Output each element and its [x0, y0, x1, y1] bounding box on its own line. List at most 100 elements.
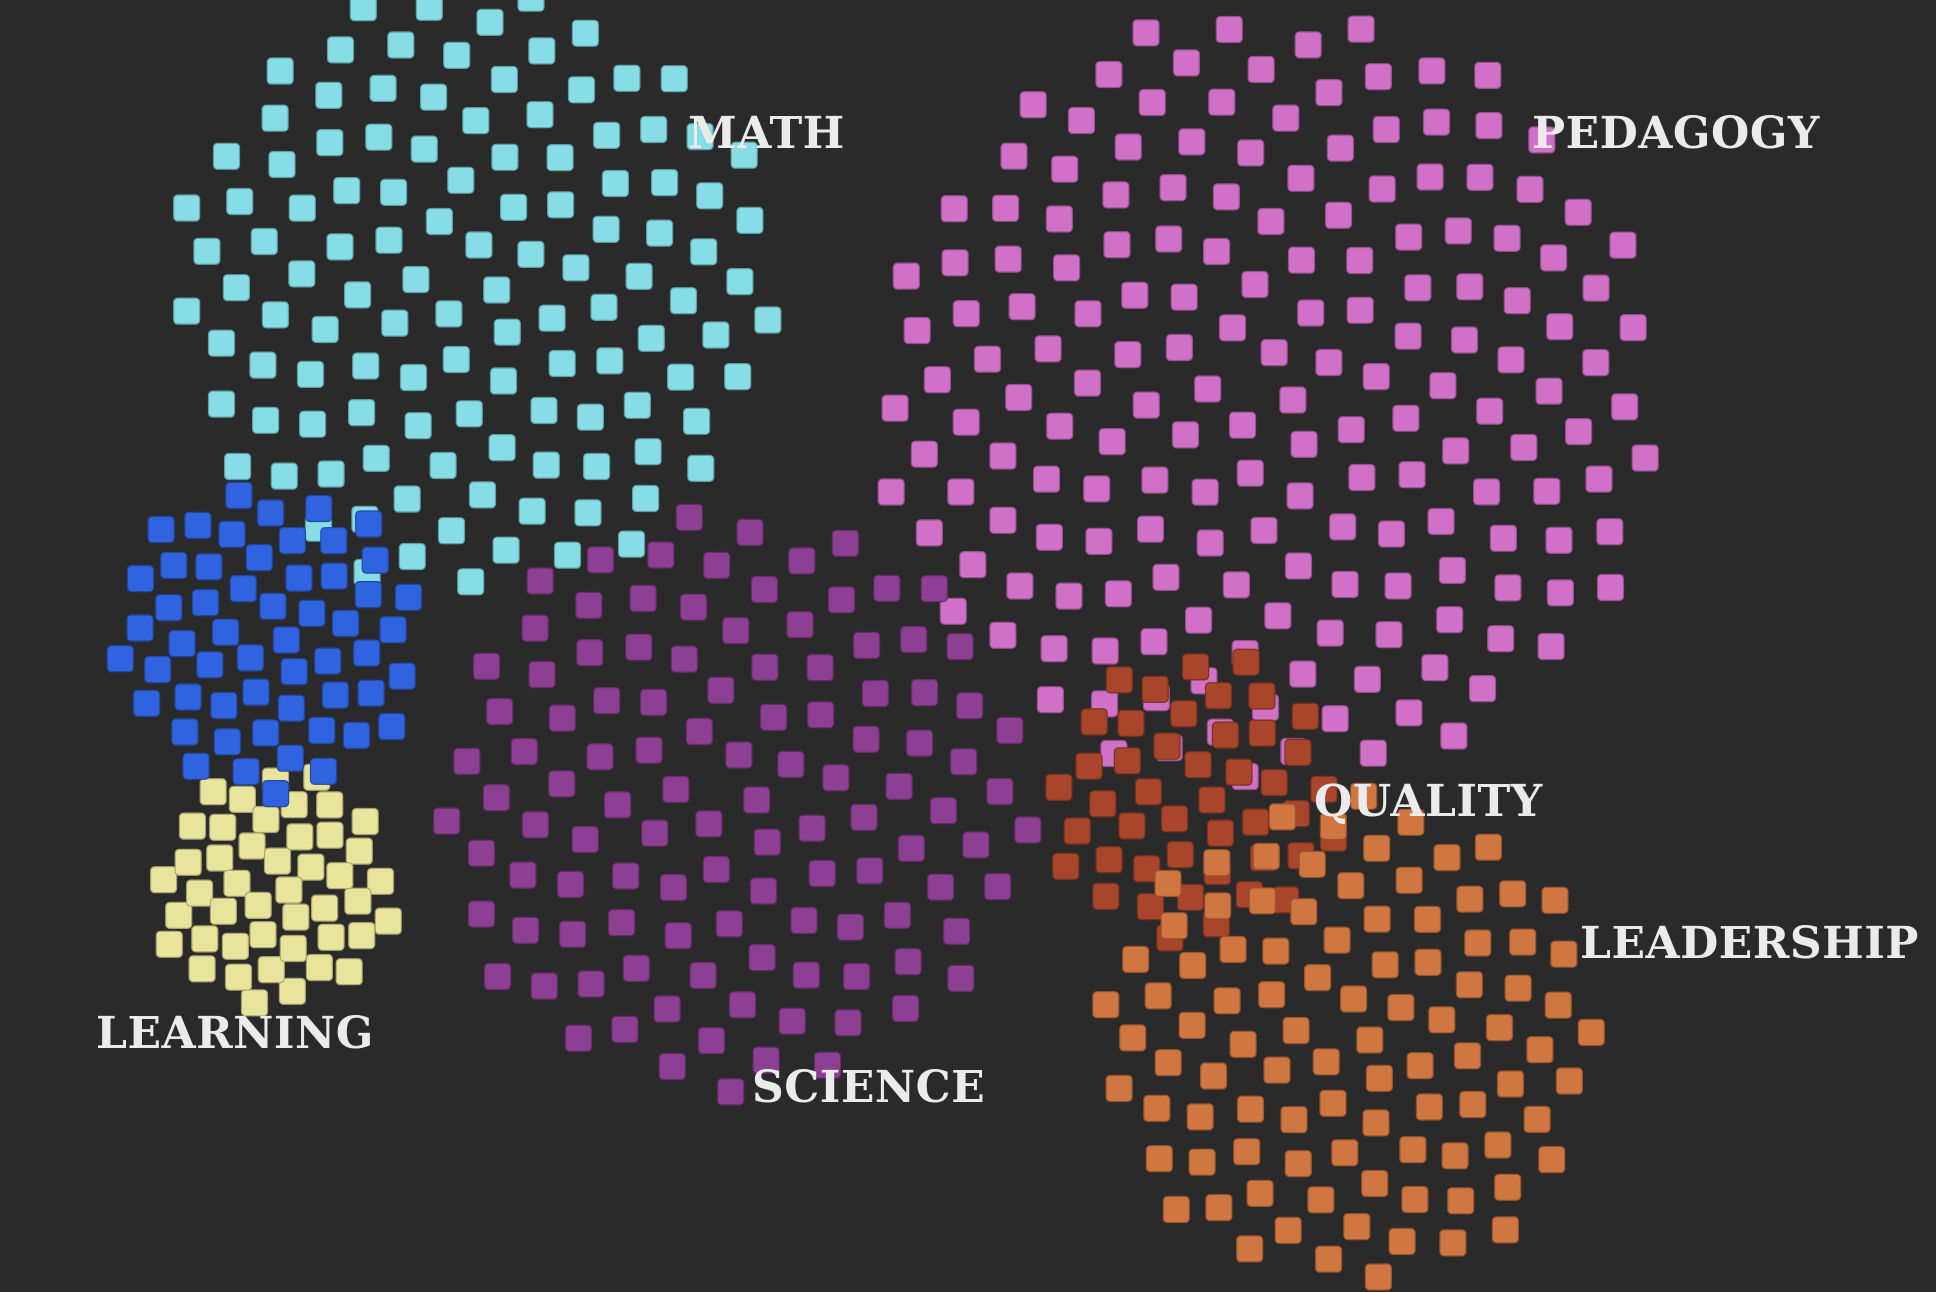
node-science — [611, 1015, 639, 1044]
node-leadership — [1433, 843, 1461, 872]
node-blue — [212, 618, 240, 646]
node-pedagogy — [915, 519, 944, 547]
node-leadership — [1387, 993, 1415, 1022]
node-pedagogy — [1114, 341, 1142, 369]
node-science — [662, 775, 690, 804]
node-learning — [366, 867, 395, 895]
node-pedagogy — [952, 408, 980, 436]
node-science — [827, 586, 856, 614]
node-blue — [354, 580, 382, 609]
node-leadership — [1343, 1212, 1371, 1241]
node-learning — [240, 989, 269, 1017]
node-quality — [1211, 721, 1240, 749]
node-math — [398, 542, 426, 571]
node-pedagogy — [1364, 63, 1393, 91]
node-math — [261, 104, 289, 132]
node-pedagogy — [1503, 287, 1531, 315]
node-pedagogy — [1497, 346, 1525, 374]
node-leadership — [1459, 1090, 1487, 1119]
node-science — [831, 529, 860, 557]
node-pedagogy — [1260, 339, 1288, 367]
node-leadership — [1371, 951, 1399, 979]
node-leadership — [1364, 1263, 1393, 1291]
node-science — [484, 962, 512, 991]
node-pedagogy — [1132, 391, 1160, 419]
node-learning — [275, 876, 303, 904]
node-pedagogy — [1095, 60, 1123, 89]
node-pedagogy — [1494, 574, 1522, 602]
node-pedagogy — [1510, 433, 1538, 462]
node-pedagogy — [1040, 635, 1068, 663]
node-leadership — [1219, 935, 1247, 964]
node-pedagogy — [1456, 273, 1484, 301]
node-math — [530, 396, 558, 425]
node-pedagogy — [1034, 335, 1062, 363]
node-pedagogy — [1257, 207, 1285, 236]
node-leadership — [1541, 886, 1569, 914]
node-math — [634, 438, 662, 466]
node-science — [897, 834, 925, 862]
node-leadership — [1399, 1136, 1427, 1164]
node-leadership — [1323, 926, 1351, 954]
node-math — [288, 194, 316, 222]
node-leadership — [1356, 1026, 1384, 1054]
node-math — [299, 410, 327, 438]
node-pedagogy — [1564, 198, 1592, 226]
node-pedagogy — [1237, 139, 1265, 167]
node-pedagogy — [1427, 507, 1455, 536]
node-science — [996, 716, 1024, 745]
node-quality — [1204, 682, 1233, 710]
node-pedagogy — [1279, 386, 1307, 414]
node-science — [894, 948, 922, 976]
node-pedagogy — [1032, 465, 1061, 493]
node-math — [491, 143, 519, 171]
node-pedagogy — [1091, 637, 1119, 665]
node-pedagogy — [1582, 274, 1610, 302]
node-leadership — [1162, 1195, 1190, 1224]
node-leadership — [1363, 905, 1391, 933]
node-math — [380, 178, 408, 206]
node-math — [490, 65, 518, 94]
node-leadership — [1415, 1093, 1444, 1121]
node-pedagogy — [1359, 739, 1387, 767]
node-leadership — [1119, 1024, 1147, 1052]
node-science — [603, 791, 632, 819]
node-pedagogy — [947, 478, 975, 506]
node-leadership — [1179, 951, 1207, 980]
node-pedagogy — [1055, 582, 1083, 610]
node-leadership — [1401, 1185, 1429, 1214]
node-math — [546, 144, 574, 172]
node-learning — [335, 958, 363, 986]
node-pedagogy — [1631, 444, 1659, 472]
node-pedagogy — [1315, 348, 1343, 377]
node-science — [891, 994, 920, 1023]
node-learning — [316, 791, 344, 819]
node-pedagogy — [952, 300, 980, 328]
node-science — [786, 611, 814, 639]
node-leadership — [1397, 808, 1425, 836]
node-pedagogy — [910, 440, 939, 468]
node-blue — [280, 657, 308, 686]
node-science — [926, 873, 955, 901]
node-science — [873, 574, 901, 602]
node-leadership — [1496, 1070, 1525, 1098]
node-leadership — [1365, 1064, 1394, 1093]
node-science — [777, 750, 805, 779]
node-math — [730, 141, 758, 169]
node-pedagogy — [1353, 665, 1382, 694]
node-learning — [174, 848, 202, 876]
node-science — [753, 828, 781, 856]
node-pedagogy — [989, 442, 1017, 470]
node-leadership — [1491, 1216, 1520, 1244]
node-math — [517, 0, 545, 12]
node-pedagogy — [923, 366, 952, 394]
node-science — [736, 518, 764, 547]
node-learning — [224, 963, 253, 991]
node-math — [288, 260, 316, 288]
node-leadership — [1188, 1148, 1216, 1176]
node-math — [344, 281, 372, 309]
node-pedagogy — [1121, 281, 1149, 309]
node-science — [1014, 816, 1042, 844]
node-pedagogy — [1442, 437, 1470, 465]
node-learning — [249, 921, 277, 949]
